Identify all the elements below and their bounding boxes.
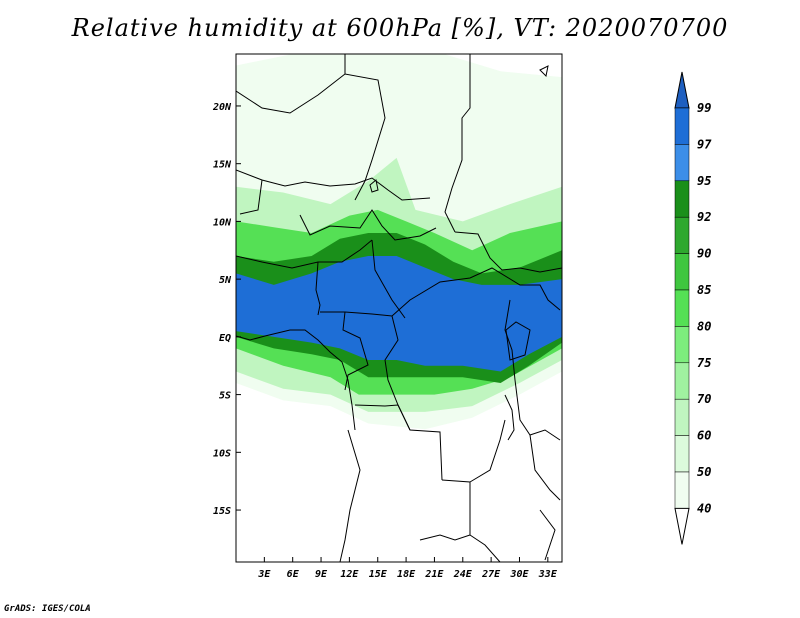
lat-tick-label: EQ xyxy=(219,333,231,344)
colorbar-label: 99 xyxy=(697,101,711,115)
lon-tick-label: 27E xyxy=(481,569,501,580)
border-line xyxy=(299,209,437,241)
colorbar-legend: 99 97 95 92 90 85 80 75 70 60 50 40 xyxy=(674,71,712,545)
border-line xyxy=(236,169,431,201)
colorbar-segment xyxy=(674,107,690,145)
border-line xyxy=(354,404,443,481)
lakes xyxy=(369,65,549,441)
border-line xyxy=(469,534,501,562)
colorbar-segment xyxy=(674,471,690,509)
longitude-axis: 3E 6E 9E 12E 15E 18E 21E 24E 27E 30E 33E xyxy=(257,557,558,580)
colorbar-segment xyxy=(674,144,690,182)
lat-tick-label: 20N xyxy=(212,102,232,113)
colorbar-label: 70 xyxy=(697,392,711,406)
humidity-band xyxy=(236,256,562,372)
lon-tick-label: 9E xyxy=(315,569,328,580)
colorbar-segment xyxy=(674,289,690,327)
country-borders xyxy=(236,54,562,562)
lat-tick-label: 15N xyxy=(213,160,232,171)
colorbar-label: 90 xyxy=(697,247,711,261)
lon-tick-label: 30E xyxy=(509,569,529,580)
border-line xyxy=(469,419,506,483)
colorbar-label: 75 xyxy=(697,356,711,370)
colorbar-segment xyxy=(674,253,690,291)
lon-tick-label: 21E xyxy=(424,569,444,580)
lon-tick-label: 12E xyxy=(340,569,359,580)
grads-credit: GrADS: IGES/COLA xyxy=(4,604,91,614)
lon-tick-label: 6E xyxy=(287,569,300,580)
lat-tick-label: 5N xyxy=(219,275,232,286)
colorbar-label: 80 xyxy=(697,319,711,333)
colorbar-label: 40 xyxy=(697,501,711,515)
lat-tick-label: 10S xyxy=(213,448,231,459)
colorbar-segment xyxy=(674,398,690,436)
colorbar-segment xyxy=(674,180,690,218)
lat-tick-label: 5S xyxy=(219,391,231,402)
border-line xyxy=(539,509,556,561)
colorbar-label: 60 xyxy=(697,429,711,443)
lake-outline xyxy=(505,321,531,361)
border-line xyxy=(236,73,386,201)
lon-tick-label: 24E xyxy=(453,569,473,580)
colorbar-under-triangle xyxy=(674,507,690,545)
border-line xyxy=(239,179,263,215)
latitude-axis: 20N 15N 10N 5N EQ 5S 10S 15S xyxy=(212,102,241,517)
lat-tick-label: 15S xyxy=(213,506,231,517)
colorbar-segment xyxy=(674,326,690,364)
colorbar-segment xyxy=(674,216,690,254)
border-line xyxy=(236,329,356,431)
border-line xyxy=(315,261,321,316)
lon-tick-label: 18E xyxy=(397,569,416,580)
colorbar-label: 95 xyxy=(697,174,711,188)
lon-tick-label: 3E xyxy=(257,569,271,580)
border-line xyxy=(371,239,406,319)
colorbar-label: 50 xyxy=(697,465,711,479)
lake-outline xyxy=(504,394,515,441)
colorbar-label: 92 xyxy=(697,210,711,224)
border-line xyxy=(320,267,561,317)
lake-outline xyxy=(539,65,549,78)
border-line xyxy=(419,479,471,541)
colorbar-label: 97 xyxy=(697,137,712,151)
colorbar-segment xyxy=(674,435,690,473)
border-line xyxy=(444,54,471,233)
plot-frame xyxy=(235,53,563,563)
border-line xyxy=(339,429,361,562)
border-line xyxy=(529,434,561,501)
lat-tick-label: 10N xyxy=(213,217,232,228)
colorbar-over-triangle xyxy=(674,71,690,109)
lon-tick-label: 33E xyxy=(538,569,558,580)
humidity-field xyxy=(236,54,562,430)
map-title: Relative humidity at 600hPa [%], VT: 202… xyxy=(71,14,729,42)
lon-tick-label: 15E xyxy=(369,569,388,580)
colorbar-segment xyxy=(674,362,690,400)
colorbar-label: 85 xyxy=(697,283,711,297)
lake-outline xyxy=(369,179,379,193)
border-line xyxy=(454,231,562,273)
